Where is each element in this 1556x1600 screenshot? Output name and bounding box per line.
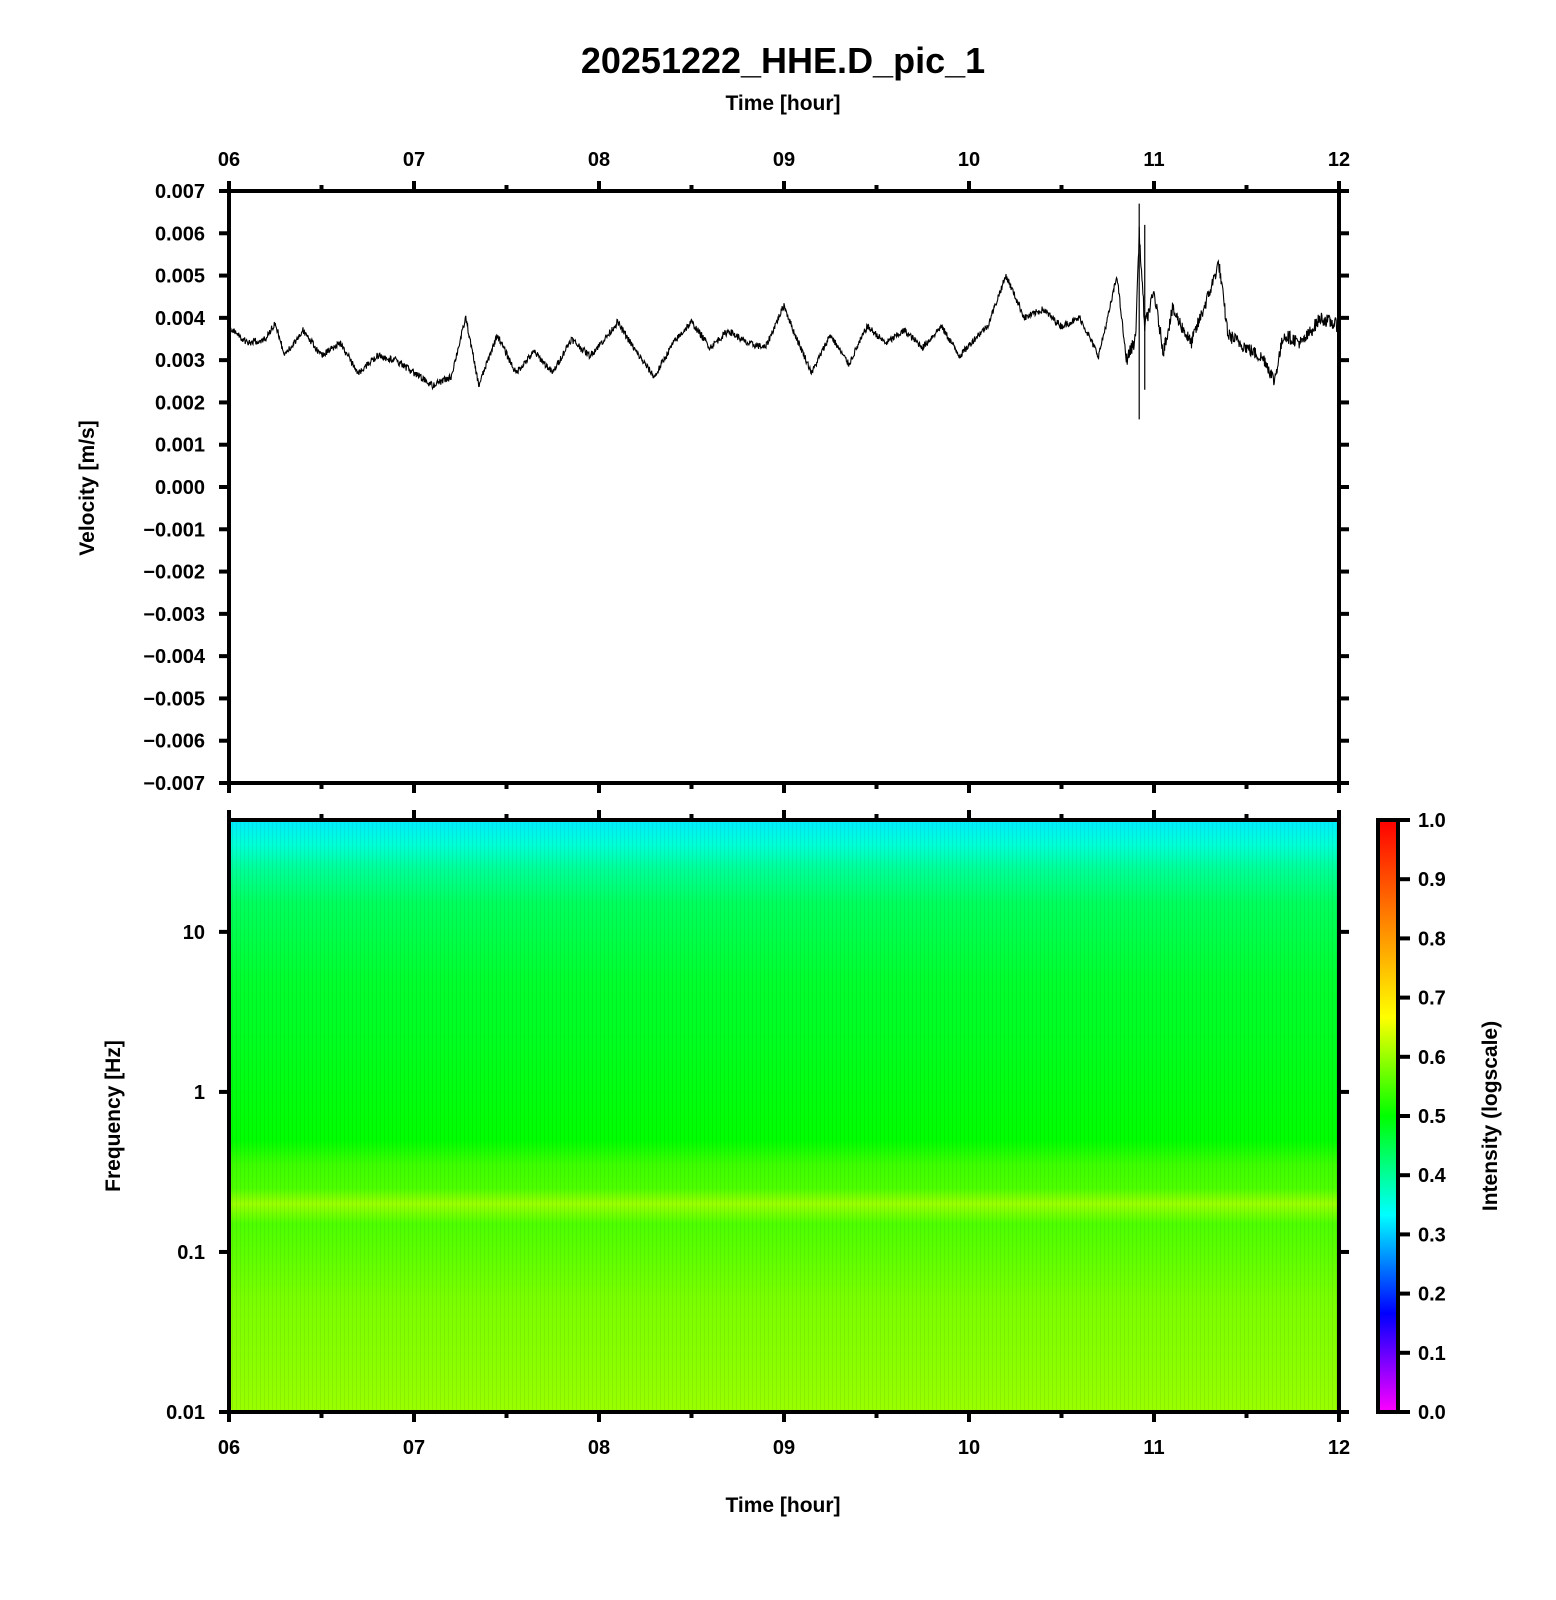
chart-title: 20251222_HHE.D_pic_1 (581, 40, 985, 81)
top-x-tick-label: 10 (958, 149, 980, 171)
bottom-x-tick-label: 09 (773, 1437, 795, 1459)
colorbar-tick-label: 1.0 (1418, 810, 1446, 832)
velocity-y-tick-label: −0.006 (143, 731, 205, 753)
velocity-plot-frame (227, 189, 1341, 785)
colorbar-tick-label: 0.4 (1418, 1165, 1447, 1187)
bottom-x-tick-label: 08 (588, 1437, 610, 1459)
velocity-y-tick-label: −0.004 (143, 646, 206, 668)
spectrogram-panel: 06 07 08 09 10 11 12 10 1 0.1 0.01 (166, 810, 1350, 1459)
velocity-spikes (1138, 203, 1146, 420)
colorbar-tick-label: 0.7 (1418, 988, 1446, 1010)
colorbar-tick-label: 0.2 (1418, 1284, 1446, 1306)
velocity-y-tick-label: −0.001 (143, 519, 205, 541)
velocity-y-tick-label: 0.006 (155, 223, 205, 245)
velocity-y-tick-label: −0.002 (143, 562, 205, 584)
colorbar-tick-label: 0.1 (1418, 1343, 1446, 1365)
frequency-axis-label: Frequency [Hz] (102, 1040, 125, 1192)
top-x-tick-label: 09 (773, 149, 795, 171)
velocity-panel: 06 07 08 09 10 11 12 0.007 0.006 0.005 0.004 0.003 0… (143, 149, 1350, 795)
velocity-y-tick-label: 0.003 (155, 350, 205, 372)
colorbar-tick-label: 0.5 (1418, 1106, 1446, 1128)
top-x-axis-label: Time [hour] (725, 92, 840, 115)
top-x-tick-label: 08 (588, 149, 610, 171)
top-x-tick-label: 12 (1328, 149, 1350, 171)
bottom-x-tick-label: 06 (218, 1437, 240, 1459)
frequency-y-tick-label: 10 (183, 922, 205, 944)
velocity-y-tick-label: −0.007 (143, 773, 205, 795)
velocity-y-tick-label: 0.004 (155, 308, 206, 330)
spectrogram-texture (229, 820, 1339, 1412)
velocity-axis-label: Velocity [m/s] (76, 420, 99, 555)
bottom-x-tick-label: 10 (958, 1437, 980, 1459)
frequency-y-tick-label: 0.01 (166, 1402, 205, 1424)
colorbar-label: Intensity (logscale) (1479, 1021, 1502, 1211)
colorbar-tick-label: 0.0 (1418, 1402, 1446, 1424)
colorbar: 0.0 0.1 0.2 0.3 0.4 0.5 0.6 0.7 0.8 0.9 1.0 Intens… (1376, 810, 1502, 1424)
frequency-y-tick-label: 0.1 (177, 1242, 205, 1264)
colorbar-tick-label: 0.6 (1418, 1047, 1446, 1069)
velocity-y-tick-label: 0.007 (155, 181, 205, 203)
velocity-trace (229, 226, 1339, 391)
colorbar-tick-label: 0.3 (1418, 1224, 1446, 1246)
frequency-y-tick-label: 1 (194, 1082, 205, 1104)
velocity-y-tick-label: −0.003 (143, 604, 205, 626)
velocity-axis-ticks: 06 07 08 09 10 11 12 0.007 0.006 0.005 0.004 0.003 0… (143, 149, 1350, 795)
velocity-y-tick-label: 0.005 (155, 266, 205, 288)
top-x-tick-label: 06 (218, 149, 240, 171)
top-x-tick-label: 07 (403, 149, 425, 171)
colorbar-tick-label: 0.9 (1418, 869, 1446, 891)
velocity-y-tick-label: 0.002 (155, 392, 205, 414)
colorbar-tick-label: 0.8 (1418, 928, 1446, 950)
colorbar-strip (1376, 818, 1400, 1414)
velocity-y-tick-label: −0.005 (143, 688, 205, 710)
colorbar-ticks: 0.0 0.1 0.2 0.3 0.4 0.5 0.6 0.7 0.8 0.9 1.0 (1398, 810, 1447, 1424)
velocity-y-tick-label: 0.001 (155, 435, 205, 457)
bottom-x-tick-label: 12 (1328, 1437, 1350, 1459)
bottom-x-tick-label: 07 (403, 1437, 425, 1459)
spectrogram-axis-ticks: 06 07 08 09 10 11 12 10 1 0.1 0.01 (166, 810, 1350, 1459)
bottom-x-tick-label: 11 (1143, 1437, 1164, 1459)
velocity-y-tick-label: 0.000 (155, 477, 205, 499)
bottom-x-axis-label: Time [hour] (725, 1494, 840, 1517)
top-x-tick-label: 11 (1143, 149, 1164, 171)
